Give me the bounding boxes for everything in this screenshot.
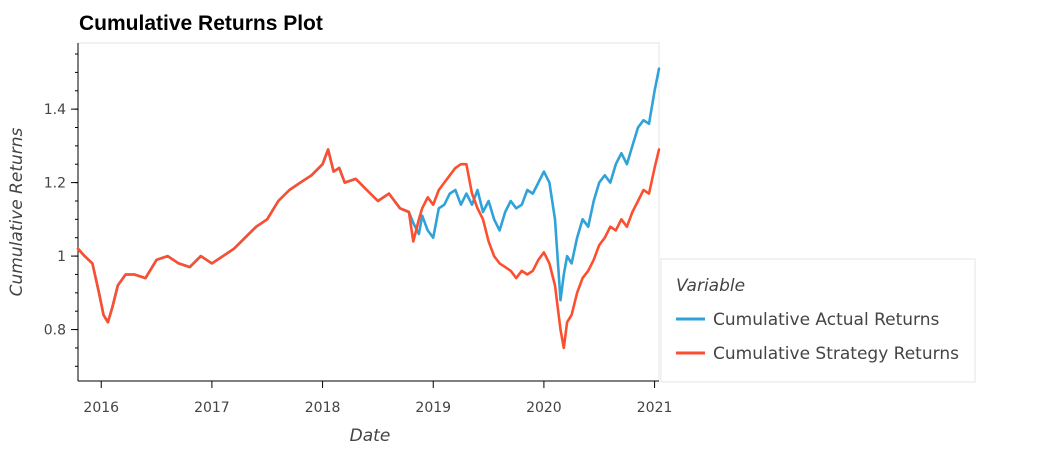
series-lines: [76, 67, 661, 350]
legend-items: Cumulative Actual Returns Cumulative Stra…: [676, 310, 959, 364]
y-tick-label: 1.4: [44, 102, 66, 118]
plot-frame: [77, 42, 660, 382]
x-tick-label: 2016: [83, 400, 119, 416]
x-tick-label: 2021: [637, 400, 673, 416]
x-tick-label: 2017: [194, 400, 230, 416]
x-tick-label: 2020: [526, 400, 562, 416]
y-tick-label: 1: [57, 249, 66, 265]
legend-label: Cumulative Actual Returns: [713, 310, 940, 330]
x-axis-label: Date: [350, 426, 391, 446]
chart-title: Cumulative Returns Plot: [79, 12, 323, 35]
legend-label: Cumulative Strategy Returns: [713, 344, 959, 364]
y-axis: 0.8 1 1.2 1.4: [44, 43, 79, 381]
x-tick-label: 2019: [415, 400, 451, 416]
x-axis: 2016 2017 2018 2019 2020 2021: [78, 380, 673, 416]
legend-title: Variable: [676, 276, 745, 296]
y-tick-label: 1.2: [44, 176, 66, 192]
legend: Variable Cumulative Actual ReturnsCumula…: [660, 258, 976, 383]
y-tick-label: 0.8: [44, 323, 66, 339]
y-axis-label: Cumulative Returns: [7, 127, 27, 296]
x-tick-label: 2018: [305, 400, 341, 416]
series-line-strategy-returns: [76, 148, 661, 350]
legend-box: [660, 258, 976, 383]
